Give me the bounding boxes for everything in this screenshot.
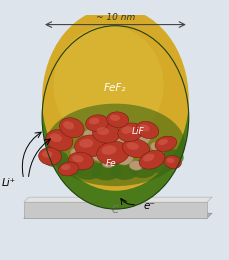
Ellipse shape xyxy=(150,141,162,151)
Ellipse shape xyxy=(163,155,180,168)
Ellipse shape xyxy=(106,112,128,127)
Ellipse shape xyxy=(79,139,93,148)
Ellipse shape xyxy=(42,151,52,158)
Ellipse shape xyxy=(61,164,70,170)
Ellipse shape xyxy=(92,124,120,143)
Ellipse shape xyxy=(70,147,85,158)
Ellipse shape xyxy=(59,118,84,138)
Text: e⁻: e⁻ xyxy=(143,201,155,211)
Ellipse shape xyxy=(89,118,99,124)
Polygon shape xyxy=(24,213,211,218)
Text: Fe: Fe xyxy=(105,159,116,168)
Ellipse shape xyxy=(96,127,109,135)
Ellipse shape xyxy=(126,142,138,150)
Ellipse shape xyxy=(58,162,78,176)
Ellipse shape xyxy=(53,26,163,145)
Text: Li⁺: Li⁺ xyxy=(2,178,16,188)
Ellipse shape xyxy=(139,151,164,169)
Ellipse shape xyxy=(139,125,149,132)
Ellipse shape xyxy=(109,115,119,121)
Ellipse shape xyxy=(110,162,138,180)
Ellipse shape xyxy=(115,152,133,165)
Ellipse shape xyxy=(72,155,83,162)
Ellipse shape xyxy=(58,158,85,176)
Ellipse shape xyxy=(42,7,188,191)
Ellipse shape xyxy=(110,136,124,147)
Ellipse shape xyxy=(161,149,183,166)
Ellipse shape xyxy=(136,121,158,139)
Ellipse shape xyxy=(42,26,188,209)
Ellipse shape xyxy=(85,115,108,132)
Ellipse shape xyxy=(73,160,102,180)
Ellipse shape xyxy=(102,159,114,168)
Ellipse shape xyxy=(74,135,105,157)
Ellipse shape xyxy=(122,139,149,158)
Ellipse shape xyxy=(68,152,93,170)
Polygon shape xyxy=(24,202,206,218)
Ellipse shape xyxy=(146,156,171,173)
Ellipse shape xyxy=(63,121,74,129)
Polygon shape xyxy=(24,197,211,202)
Ellipse shape xyxy=(83,129,97,140)
Ellipse shape xyxy=(129,161,142,170)
Ellipse shape xyxy=(91,149,107,161)
Ellipse shape xyxy=(158,139,167,145)
Ellipse shape xyxy=(38,148,61,165)
Ellipse shape xyxy=(49,133,62,142)
Ellipse shape xyxy=(46,130,73,151)
Ellipse shape xyxy=(121,126,132,134)
Ellipse shape xyxy=(135,134,150,145)
Text: LiF: LiF xyxy=(131,127,144,136)
Ellipse shape xyxy=(96,141,129,165)
Ellipse shape xyxy=(101,145,116,155)
Text: C: C xyxy=(112,205,118,215)
Ellipse shape xyxy=(43,150,68,167)
Ellipse shape xyxy=(129,160,156,178)
Ellipse shape xyxy=(142,154,154,161)
Ellipse shape xyxy=(166,158,174,163)
Text: FeF₂: FeF₂ xyxy=(104,83,126,93)
Ellipse shape xyxy=(154,136,176,151)
Text: ~ 10 nm: ~ 10 nm xyxy=(95,13,134,22)
Ellipse shape xyxy=(117,123,142,142)
Ellipse shape xyxy=(91,162,121,180)
Ellipse shape xyxy=(46,104,184,186)
